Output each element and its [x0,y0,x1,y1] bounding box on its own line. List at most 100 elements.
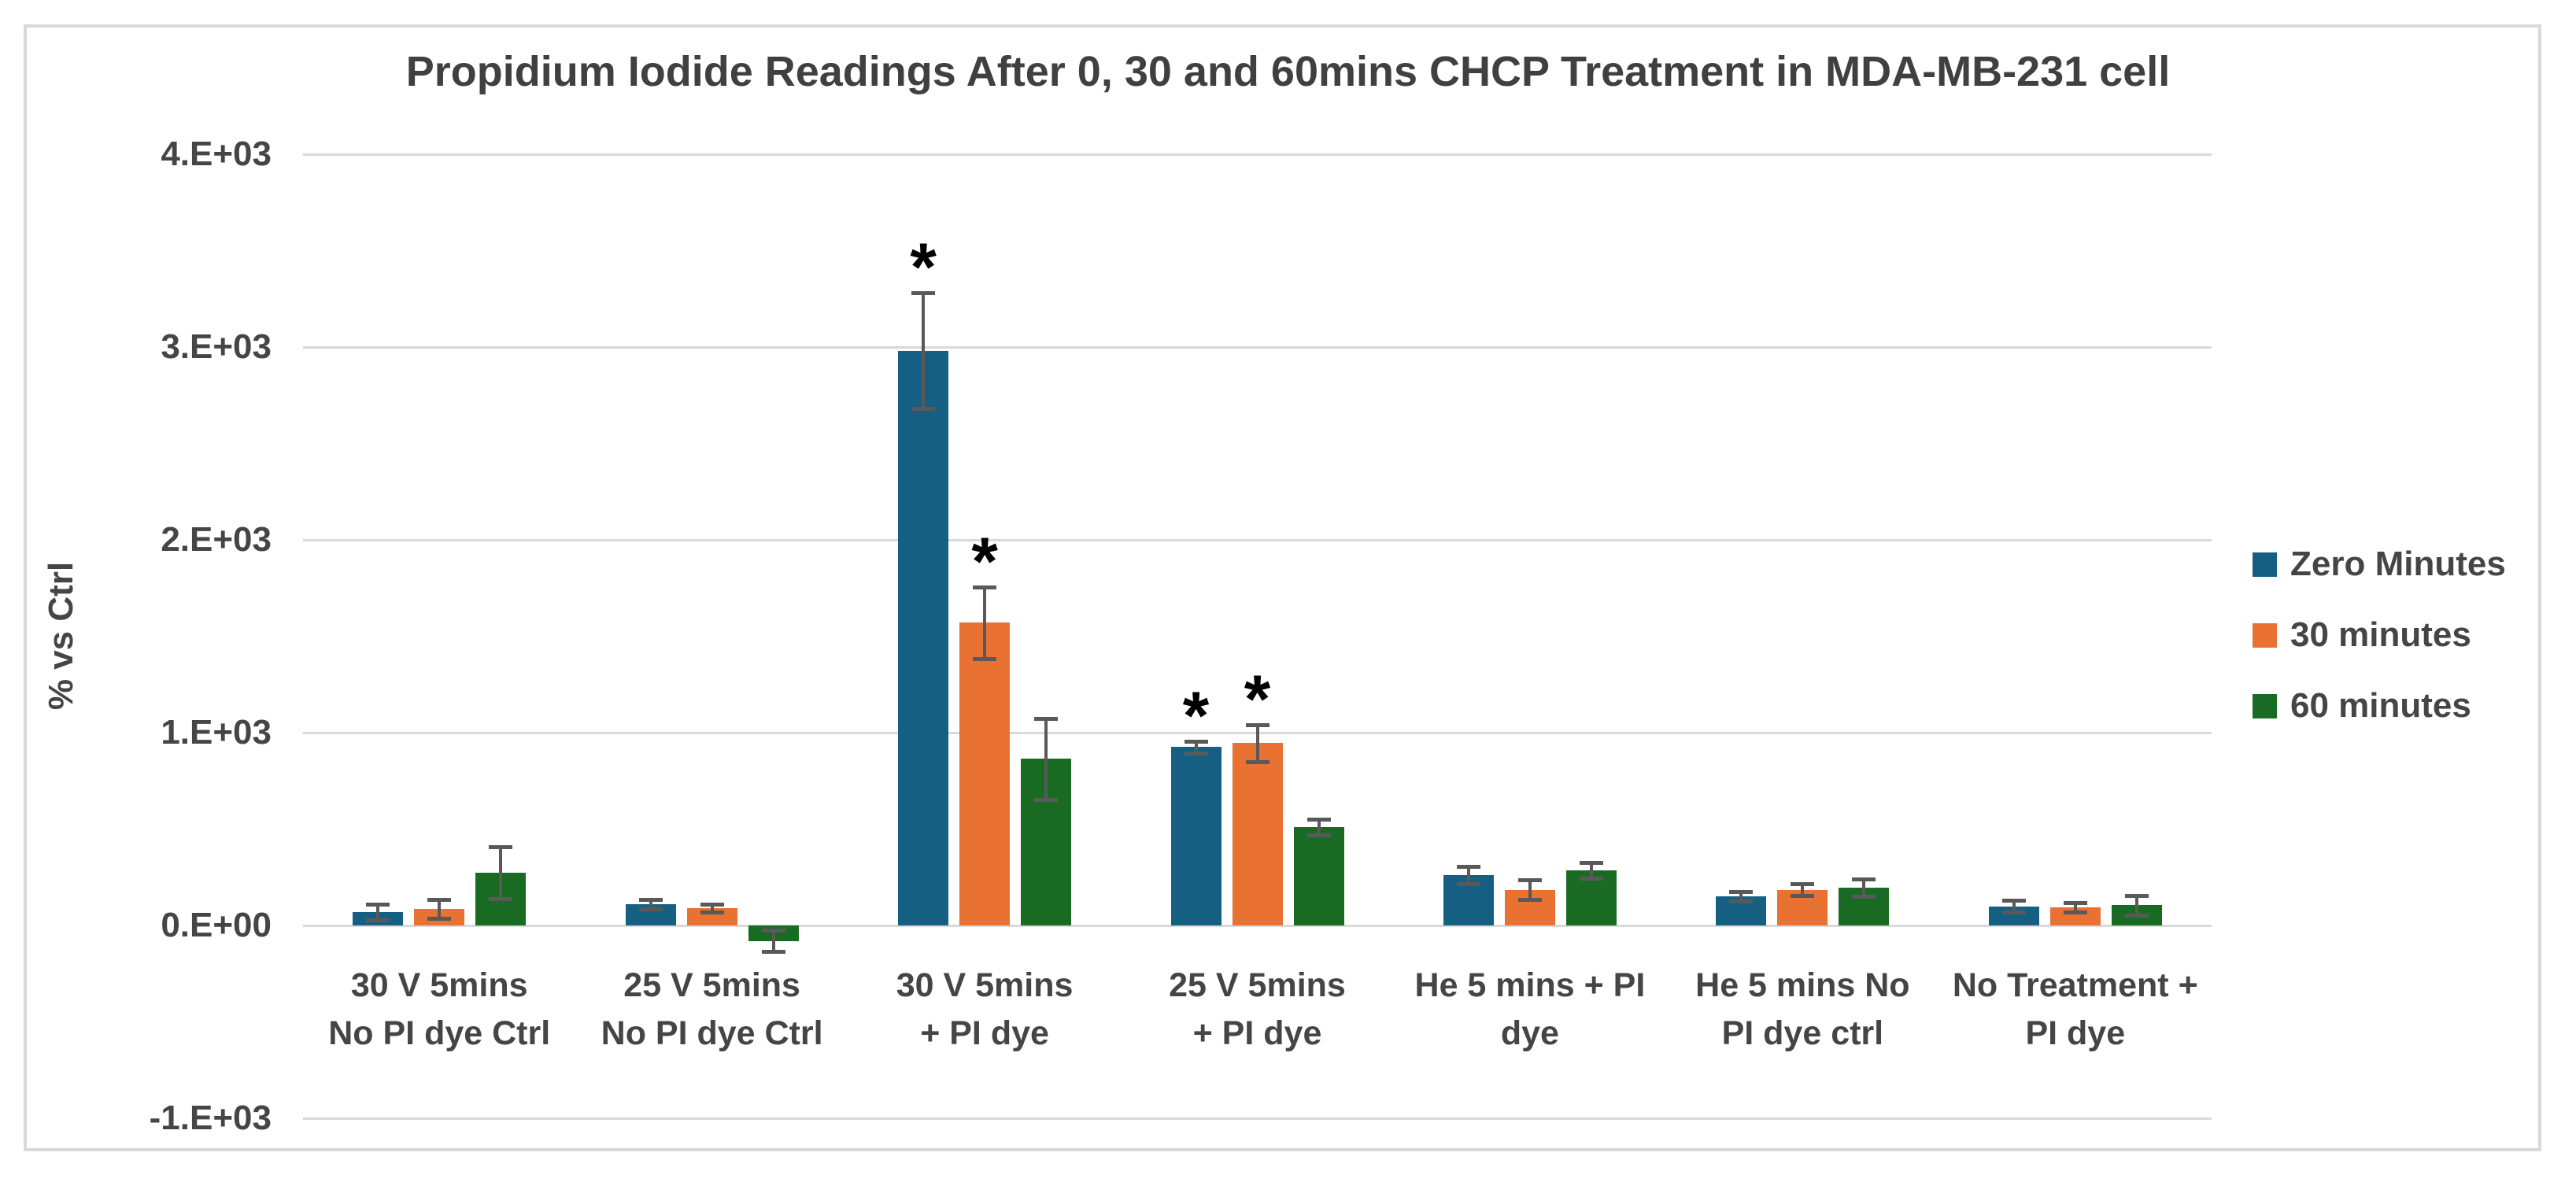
category-label: 25 V 5mins No PI dye Ctrl [601,966,823,1052]
error-bar-cap [761,950,785,955]
error-bar-cap [638,897,663,902]
significance-star: * [1244,662,1271,738]
y-axis-title: % vs Ctrl [42,561,80,711]
error-bar [1317,819,1321,835]
error-bar [710,904,714,912]
legend-item: 30 minutes [2253,615,2506,654]
bar [1232,743,1283,925]
error-bar-cap [1791,882,1815,887]
y-tick-label: 0.E+00 [161,906,272,944]
error-bar-cap [1579,876,1603,881]
y-tick-label: 3.E+03 [161,327,272,366]
category-label: He 5 mins No PI dye ctrl [1695,966,1910,1052]
legend-item: Zero Minutes [2253,545,2506,583]
error-bar [1862,879,1866,897]
error-bar-cap [2124,913,2149,918]
error-bar-cap [1791,894,1815,899]
legend-label: Zero Minutes [2290,545,2506,583]
error-bar-cap [366,918,390,922]
bar [1293,827,1344,925]
error-bar-cap [761,929,785,933]
category-label: He 5 mins + PI dye [1414,966,1646,1052]
error-bar [1801,884,1805,896]
error-bar-cap [1456,882,1480,887]
error-bar [1194,741,1198,753]
error-bar-cap [1306,818,1331,822]
error-bar [1255,725,1259,762]
legend-swatch [2253,693,2277,718]
bar [2049,907,2101,925]
chart-frame [24,24,2541,1151]
error-bar [499,846,503,899]
gridline [303,539,2212,541]
legend-swatch [2253,552,2277,577]
error-bar-cap [1306,833,1331,837]
gridline [303,153,2212,156]
bar [686,907,737,925]
error-bar [2073,902,2077,912]
significance-star: * [971,524,998,600]
error-bar [922,293,926,409]
error-bar-cap [366,903,390,907]
bar [898,350,949,925]
error-bar-cap [427,897,452,902]
error-bar-cap [1184,740,1208,744]
y-tick-label: 1.E+03 [161,713,272,752]
error-bar [1044,718,1048,800]
gridline [303,346,2212,349]
error-bar-cap [1517,897,1542,902]
chart-title: Propidium Iodide Readings After 0, 30 an… [405,48,2171,95]
legend-label: 60 minutes [2290,686,2471,725]
error-bar-cap [1034,716,1059,721]
error-bar-cap [1852,895,1876,899]
error-bar-cap [2063,910,2087,914]
bar [959,622,1011,925]
error-bar [2134,896,2138,915]
category-label: No Treatment + PI dye [1952,966,2198,1052]
error-bar [1466,866,1470,885]
y-tick-label: -1.E+03 [149,1099,272,1137]
error-bar-cap [911,291,936,296]
error-bar [438,899,442,919]
error-bar-cap [2124,894,2149,899]
error-bar-cap [1245,759,1270,764]
error-bar-cap [1184,751,1208,755]
error-bar-cap [1456,865,1480,870]
error-bar-cap [700,910,724,914]
error-bar-cap [911,407,936,412]
error-bar-cap [1517,878,1542,883]
y-tick-label: 2.E+03 [161,520,272,559]
error-bar-cap [489,896,513,901]
category-label: 25 V 5mins + PI dye [1169,966,1346,1052]
error-bar [1528,880,1532,899]
error-bar [649,899,652,910]
error-bar-cap [1852,877,1876,882]
bar [1170,747,1221,925]
error-bar [771,930,775,952]
error-bar-cap [2063,900,2087,905]
legend-swatch [2253,622,2277,648]
gridline [303,925,2212,927]
error-bar-cap [1729,899,1754,904]
error-bar-cap [489,844,513,849]
error-bar-cap [2001,899,2026,903]
legend-label: 30 minutes [2290,615,2471,654]
error-bar [2012,900,2016,912]
error-bar-cap [700,903,724,907]
category-label: 30 V 5mins No PI dye Ctrl [328,966,551,1052]
error-bar [983,587,987,659]
legend-item: 60 minutes [2253,686,2506,725]
error-bar-cap [973,585,997,590]
error-bar-cap [638,907,663,912]
error-bar-cap [1245,723,1270,728]
significance-star: * [1182,678,1210,755]
error-bar-cap [427,917,452,922]
error-bar-cap [1579,861,1603,866]
error-bar [1739,892,1743,902]
error-bar-cap [1729,890,1754,895]
gridline [303,1117,2212,1120]
error-bar-cap [2001,910,2026,914]
error-bar [376,904,380,920]
error-bar [1589,862,1593,878]
